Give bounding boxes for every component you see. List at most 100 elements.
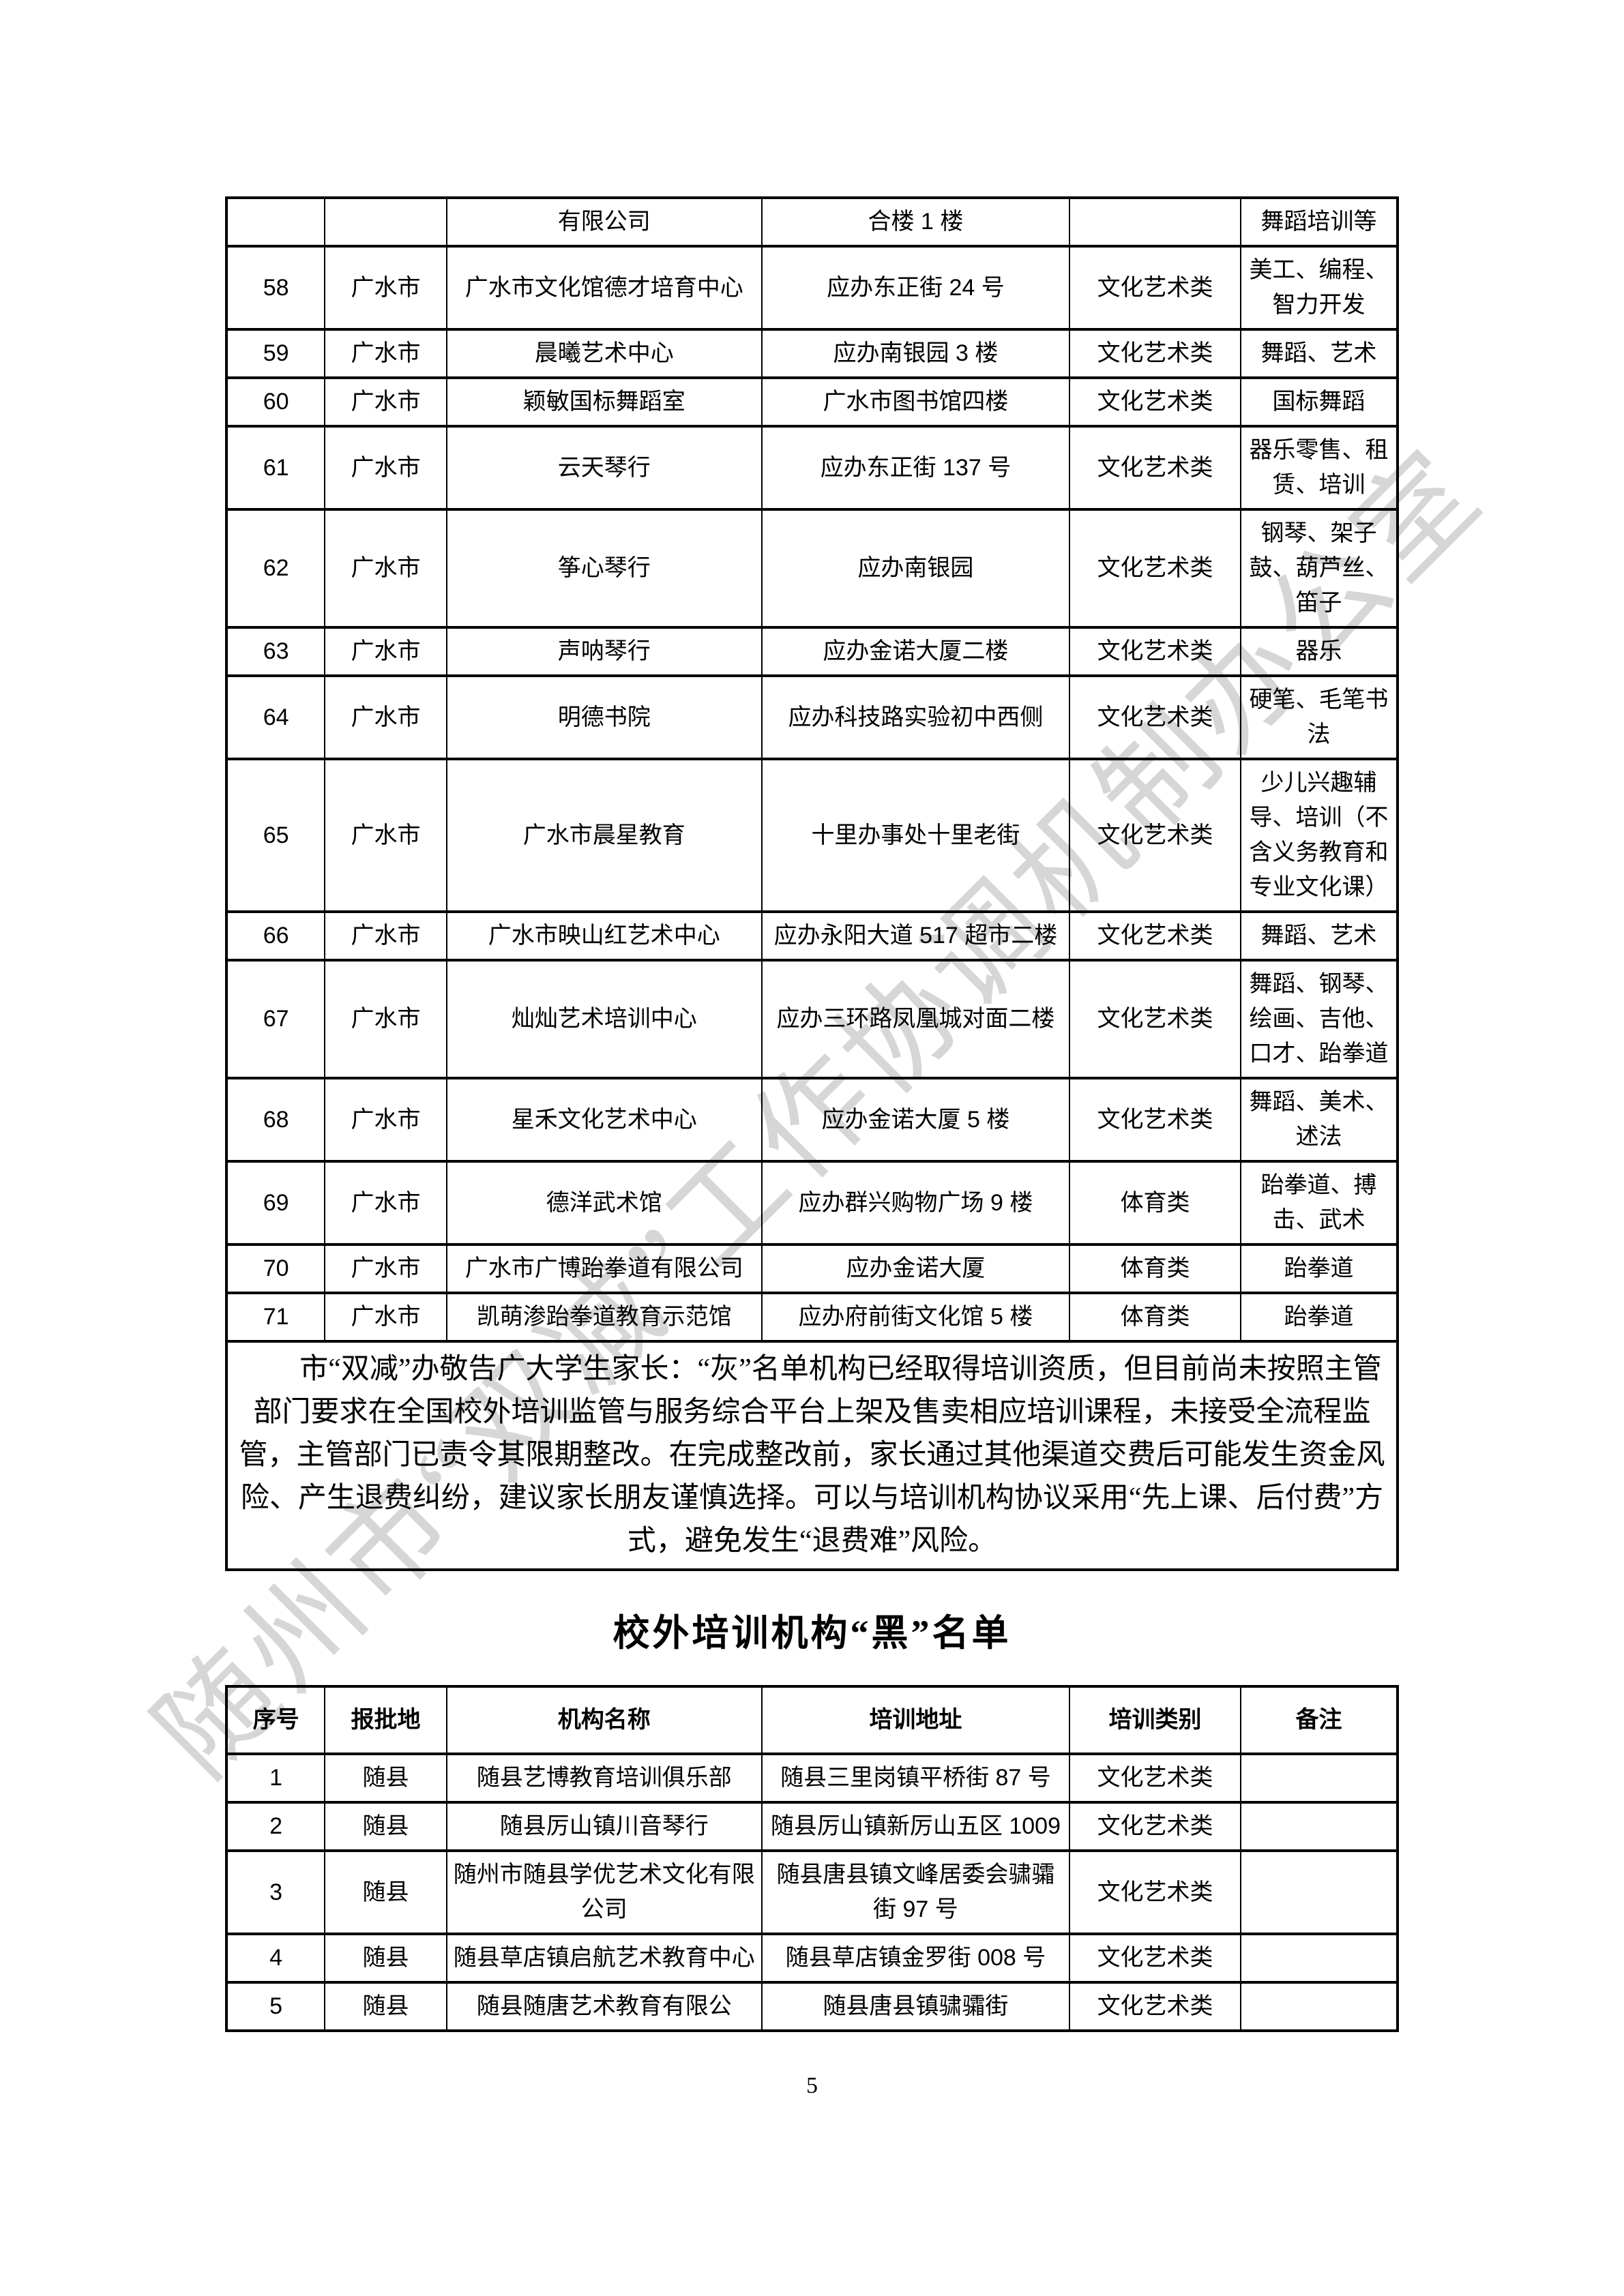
cell-institution: 云天琴行 xyxy=(445,425,763,511)
cell-address: 随县草店镇金罗街 008 号 xyxy=(761,1933,1071,1984)
cell-serial: 68 xyxy=(225,1077,326,1163)
cell-serial: 61 xyxy=(225,425,326,511)
cell-address: 应办三环路凤凰城对面二楼 xyxy=(761,959,1071,1079)
cell-category: 文化艺术类 xyxy=(1069,376,1241,428)
cell-institution: 随州市随县学优艺术文化有限公司 xyxy=(445,1849,763,1935)
cell-address: 十里办事处十里老街 xyxy=(761,758,1071,913)
cell-address: 培训地址 xyxy=(761,1685,1071,1755)
cell-serial: 3 xyxy=(225,1849,326,1935)
cell-area: 随县 xyxy=(324,1981,447,2032)
cell-area: 广水市 xyxy=(324,959,447,1079)
cell-remark: 跆拳道、搏击、武术 xyxy=(1239,1160,1399,1246)
table-row: 63 广水市 声呐琴行 应办金诺大厦二楼 文化艺术类 器乐 xyxy=(225,626,1399,677)
cell-area: 随县 xyxy=(324,1849,447,1935)
table-row: 69 广水市 德洋武术馆 应办群兴购物广场 9 楼体育类 跆拳道、搏击、武术 xyxy=(225,1160,1399,1246)
cell-serial: 70 xyxy=(225,1243,326,1294)
cell-institution: 晨曦艺术中心 xyxy=(445,328,763,379)
cell-category: 文化艺术类 xyxy=(1069,425,1241,511)
cell-institution: 筝心琴行 xyxy=(445,508,763,629)
cell-remark xyxy=(1239,1753,1399,1804)
cell-serial: 71 xyxy=(225,1292,326,1343)
cell-remark xyxy=(1239,1933,1399,1984)
cell-institution: 随县厉山镇川音琴行 xyxy=(445,1801,763,1852)
cell-institution: 明德书院 xyxy=(445,674,763,760)
cell-area: 广水市 xyxy=(324,1077,447,1163)
cell-category: 文化艺术类 xyxy=(1069,328,1241,379)
table-row: 60 广水市 颖敏国标舞蹈室 广水市图书馆四楼 文化艺术类 国标舞蹈 xyxy=(225,376,1399,428)
table-row: 59 广水市 晨曦艺术中心 应办南银园 3 楼文化艺术类 舞蹈、艺术 xyxy=(225,328,1399,379)
table-row: 61 广水市 云天琴行 应办东正街 137 号文化艺术类 器乐零售、租赁、培训 xyxy=(225,425,1399,511)
table-row: 1 随县 随县艺博教育培训俱乐部 随县三里岗镇平桥街 87 号文化艺术类 xyxy=(225,1753,1399,1804)
cell-category: 文化艺术类 xyxy=(1069,626,1241,677)
cell-remark: 备注 xyxy=(1239,1685,1399,1755)
cell-category: 文化艺术类 xyxy=(1069,1849,1241,1935)
cell-institution: 凯萌渗跆拳道教育示范馆 xyxy=(445,1292,763,1343)
cell-serial: 4 xyxy=(225,1933,326,1984)
cell-serial: 66 xyxy=(225,910,326,961)
table-row: 62 广水市 筝心琴行 应办南银园 文化艺术类 钢琴、架子鼓、葫芦丝、笛子 xyxy=(225,508,1399,629)
page-content: 有限公司 合楼 1 楼舞蹈培训等 58 广水市 广水市文化馆德才培育中心 应办东正街 24… xyxy=(225,196,1399,2099)
cell-remark: 美工、编程、智力开发 xyxy=(1239,245,1399,331)
cell-remark xyxy=(1239,1849,1399,1935)
cell-area: 随县 xyxy=(324,1933,447,1984)
cell-address: 随县三里岗镇平桥街 87 号 xyxy=(761,1753,1071,1804)
cell-serial: 63 xyxy=(225,626,326,677)
cell-category: 文化艺术类 xyxy=(1069,959,1241,1079)
cell-remark: 国标舞蹈 xyxy=(1239,376,1399,428)
cell-area: 广水市 xyxy=(324,758,447,913)
cell-institution: 广水市广博跆拳道有限公司 xyxy=(445,1243,763,1294)
black-list-table: 序号 报批地 机构名称 培训地址 培训类别 备注 1 随县 随县艺博教育培训俱乐部 随县三里岗镇… xyxy=(225,1685,1399,2032)
cell-area: 广水市 xyxy=(324,328,447,379)
table-row: 市“双减”办敬告广大学生家长：“灰”名单机构已经取得培训资质，但目前尚未按照主管… xyxy=(226,1340,1398,1571)
table-row: 5 随县 随县随唐艺术教育有限公 随县唐县镇骕骦街 文化艺术类 xyxy=(225,1981,1399,2032)
cell-address: 应办金诺大厦 xyxy=(761,1243,1071,1294)
cell-institution: 灿灿艺术培训中心 xyxy=(445,959,763,1079)
cell-area: 广水市 xyxy=(324,245,447,331)
cell-category: 体育类 xyxy=(1069,1160,1241,1246)
cell-category: 体育类 xyxy=(1069,1292,1241,1343)
table-row: 68 广水市 星禾文化艺术中心 应办金诺大厦 5 楼文化艺术类 舞蹈、美术、述法 xyxy=(225,1077,1399,1163)
black-list-title: 校外培训机构“黑”名单 xyxy=(612,1613,1012,1654)
page-number: 5 xyxy=(806,2073,818,2098)
table-row: 70 广水市 广水市广博跆拳道有限公司 应办金诺大厦 体育类 跆拳道 xyxy=(225,1243,1399,1294)
cell-serial: 1 xyxy=(225,1753,326,1804)
cell-area: 广水市 xyxy=(324,910,447,961)
table-row: 有限公司 合楼 1 楼 舞蹈培训等 xyxy=(225,196,1399,248)
cell-remark: 器乐 xyxy=(1239,626,1399,677)
cell-remark xyxy=(1239,1801,1399,1852)
cell-serial: 58 xyxy=(225,245,326,331)
cell-serial: 序号 xyxy=(225,1685,326,1755)
table-row: 2 随县 随县厉山镇川音琴行 随县厉山镇新厉山五区 1009 文化艺术类 xyxy=(225,1801,1399,1852)
cell-serial: 64 xyxy=(225,674,326,760)
cell-address: 随县唐县镇骕骦街 xyxy=(761,1981,1071,2032)
cell-remark: 跆拳道 xyxy=(1239,1243,1399,1294)
cell-institution: 广水市晨星教育 xyxy=(445,758,763,913)
table-row: 66 广水市 广水市映山红艺术中心 应办永阳大道 517 超市二楼 文化艺术类 舞蹈、艺术 xyxy=(225,910,1399,961)
cell-category: 文化艺术类 xyxy=(1069,1981,1241,2032)
cell-institution: 颖敏国标舞蹈室 xyxy=(445,376,763,428)
cell-area: 广水市 xyxy=(324,508,447,629)
cell-address: 合楼 1 楼 xyxy=(761,196,1071,248)
cell-address: 应办东正街 137 号 xyxy=(761,425,1071,511)
grey-list-table-body: 有限公司 合楼 1 楼舞蹈培训等 58 广水市 广水市文化馆德才培育中心 应办东正街 24… xyxy=(225,196,1399,1343)
cell-serial: 59 xyxy=(225,328,326,379)
cell-area: 广水市 xyxy=(324,626,447,677)
cell-category: 体育类 xyxy=(1069,1243,1241,1294)
cell-institution: 星禾文化艺术中心 xyxy=(445,1077,763,1163)
cell-category: 文化艺术类 xyxy=(1069,674,1241,760)
cell-institution: 随县艺博教育培训俱乐部 xyxy=(445,1753,763,1804)
table-row: 序号 报批地 机构名称 培训地址 培训类别 备注 xyxy=(225,1685,1399,1755)
cell-address: 广水市图书馆四楼 xyxy=(761,376,1071,428)
cell-address: 应办金诺大厦二楼 xyxy=(761,626,1071,677)
cell-address: 应办科技路实验初中西侧 xyxy=(761,674,1071,760)
cell-remark: 舞蹈、钢琴、绘画、吉他、口才、跆拳道 xyxy=(1239,959,1399,1079)
cell-address: 应办南银园 3 楼 xyxy=(761,328,1071,379)
cell-serial xyxy=(225,196,326,248)
grey-list-table: 有限公司 合楼 1 楼舞蹈培训等 58 广水市 广水市文化馆德才培育中心 应办东正街 24… xyxy=(225,196,1399,1571)
cell-remark: 少儿兴趣辅导、培训（不含义务教育和专业文化课） xyxy=(1239,758,1399,913)
cell-serial: 62 xyxy=(225,508,326,629)
cell-category: 文化艺术类 xyxy=(1069,758,1241,913)
cell-category: 文化艺术类 xyxy=(1069,910,1241,961)
cell-address: 应办东正街 24 号 xyxy=(761,245,1071,331)
